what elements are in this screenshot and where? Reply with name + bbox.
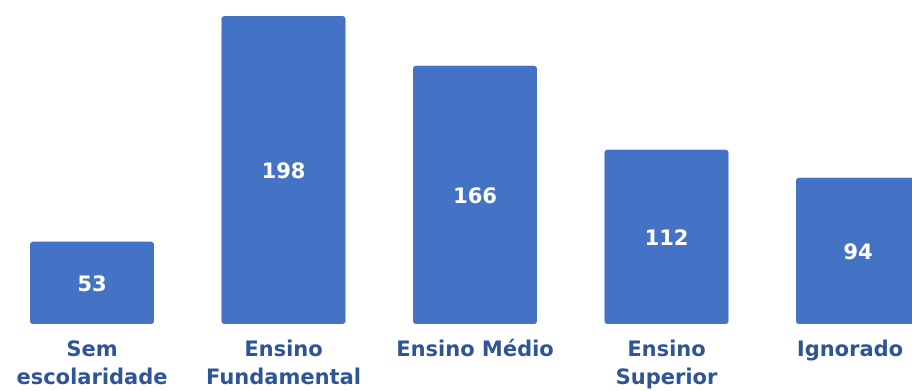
category-label-1-line-0: Ensino — [244, 337, 322, 361]
bars-group — [30, 16, 912, 325]
category-label-2-line-0: Ensino Médio — [396, 337, 553, 361]
bar-2 — [413, 65, 537, 325]
value-labels-group: 53 198 166 112 94 — [77, 159, 872, 296]
bar-3 — [604, 149, 729, 324]
category-label-3: Ensino Superior — [616, 337, 718, 389]
value-label-0: 53 — [77, 272, 106, 296]
category-label-0-line-1: escolaridade — [16, 365, 167, 389]
category-label-1: Ensino Fundamental — [206, 337, 361, 389]
category-label-1-line-1: Fundamental — [206, 365, 361, 389]
category-label-3-line-1: Superior — [616, 365, 718, 389]
value-label-4: 94 — [843, 240, 872, 264]
category-label-0-line-0: Sem — [66, 337, 117, 361]
bar-1 — [221, 16, 346, 324]
category-label-0: Sem escolaridade — [16, 337, 167, 389]
category-label-2: Ensino Médio — [396, 337, 553, 361]
value-label-2: 166 — [453, 184, 497, 208]
category-label-4-line-0: Ignorado — [797, 337, 903, 361]
category-labels-group: Sem escolaridade Ensino Fundamental Ensino M… — [16, 337, 903, 389]
value-label-3: 112 — [645, 226, 689, 250]
value-label-1: 198 — [262, 159, 306, 183]
category-label-3-line-0: Ensino — [627, 337, 705, 361]
category-label-4: Ignorado — [797, 337, 903, 361]
bar-0 — [30, 241, 154, 324]
bar-4 — [796, 177, 912, 324]
